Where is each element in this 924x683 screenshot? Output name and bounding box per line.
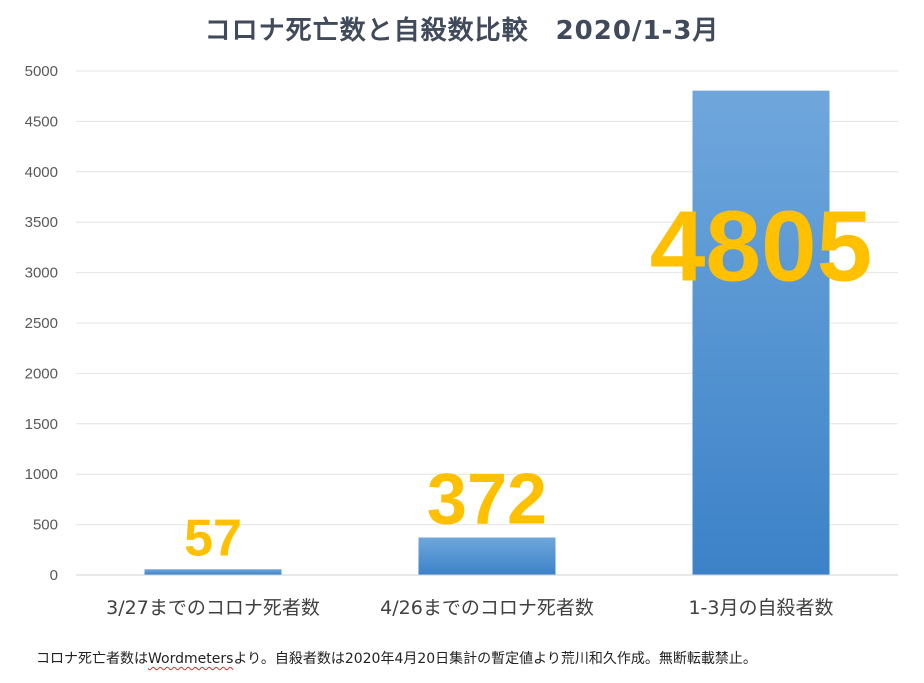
y-tick-label-500: 500	[33, 517, 58, 534]
y-tick-label-1000: 1000	[25, 466, 58, 483]
footnote-prefix: コロナ死亡者数は	[36, 651, 148, 667]
y-tick-label-3000: 3000	[25, 265, 58, 282]
y-tick-label-2000: 2000	[25, 365, 58, 382]
y-tick-label-4500: 4500	[25, 113, 58, 130]
x-axis-ticks: 3/27までのコロナ死者数 4/26までのコロナ死者数 1-3月の自殺者数	[106, 597, 833, 619]
data-label-3: 4805	[650, 191, 872, 303]
x-tick-label-2: 4/26までのコロナ死者数	[380, 597, 594, 619]
bars	[144, 90, 830, 575]
data-label-1: 57	[184, 509, 242, 567]
chart-title: コロナ死亡数と自殺数比較 2020/1-3月	[204, 16, 720, 46]
bar-1	[144, 569, 282, 575]
y-tick-label-2500: 2500	[25, 315, 58, 332]
y-tick-label-4000: 4000	[25, 164, 58, 181]
footnote-suffix: より。自殺者数は2020年4月20日集計の暫定値より荒川和久作成。無断転載禁止。	[233, 651, 757, 667]
footnote: コロナ死亡者数はWordmetersより。自殺者数は2020年4月20日集計の暫…	[36, 648, 757, 668]
data-labels: 57 372 4805	[184, 191, 872, 568]
y-axis-ticks: 0 500 1000 1500 2000 2500 3000 3500 4000 4500 5000	[25, 63, 58, 584]
y-tick-label-0: 0	[50, 567, 58, 584]
y-tick-label-1500: 1500	[25, 416, 58, 433]
data-label-2: 372	[427, 460, 547, 540]
bar-2	[418, 537, 556, 575]
x-tick-label-3: 1-3月の自殺者数	[688, 597, 833, 619]
bar-3	[692, 90, 830, 575]
y-tick-label-5000: 5000	[25, 63, 58, 80]
y-tick-label-3500: 3500	[25, 214, 58, 231]
x-tick-label-1: 3/27までのコロナ死者数	[106, 597, 320, 619]
footnote-source: Wordmeters	[148, 651, 234, 667]
